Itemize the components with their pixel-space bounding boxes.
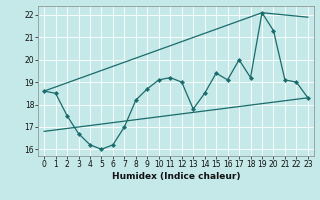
X-axis label: Humidex (Indice chaleur): Humidex (Indice chaleur): [112, 172, 240, 181]
